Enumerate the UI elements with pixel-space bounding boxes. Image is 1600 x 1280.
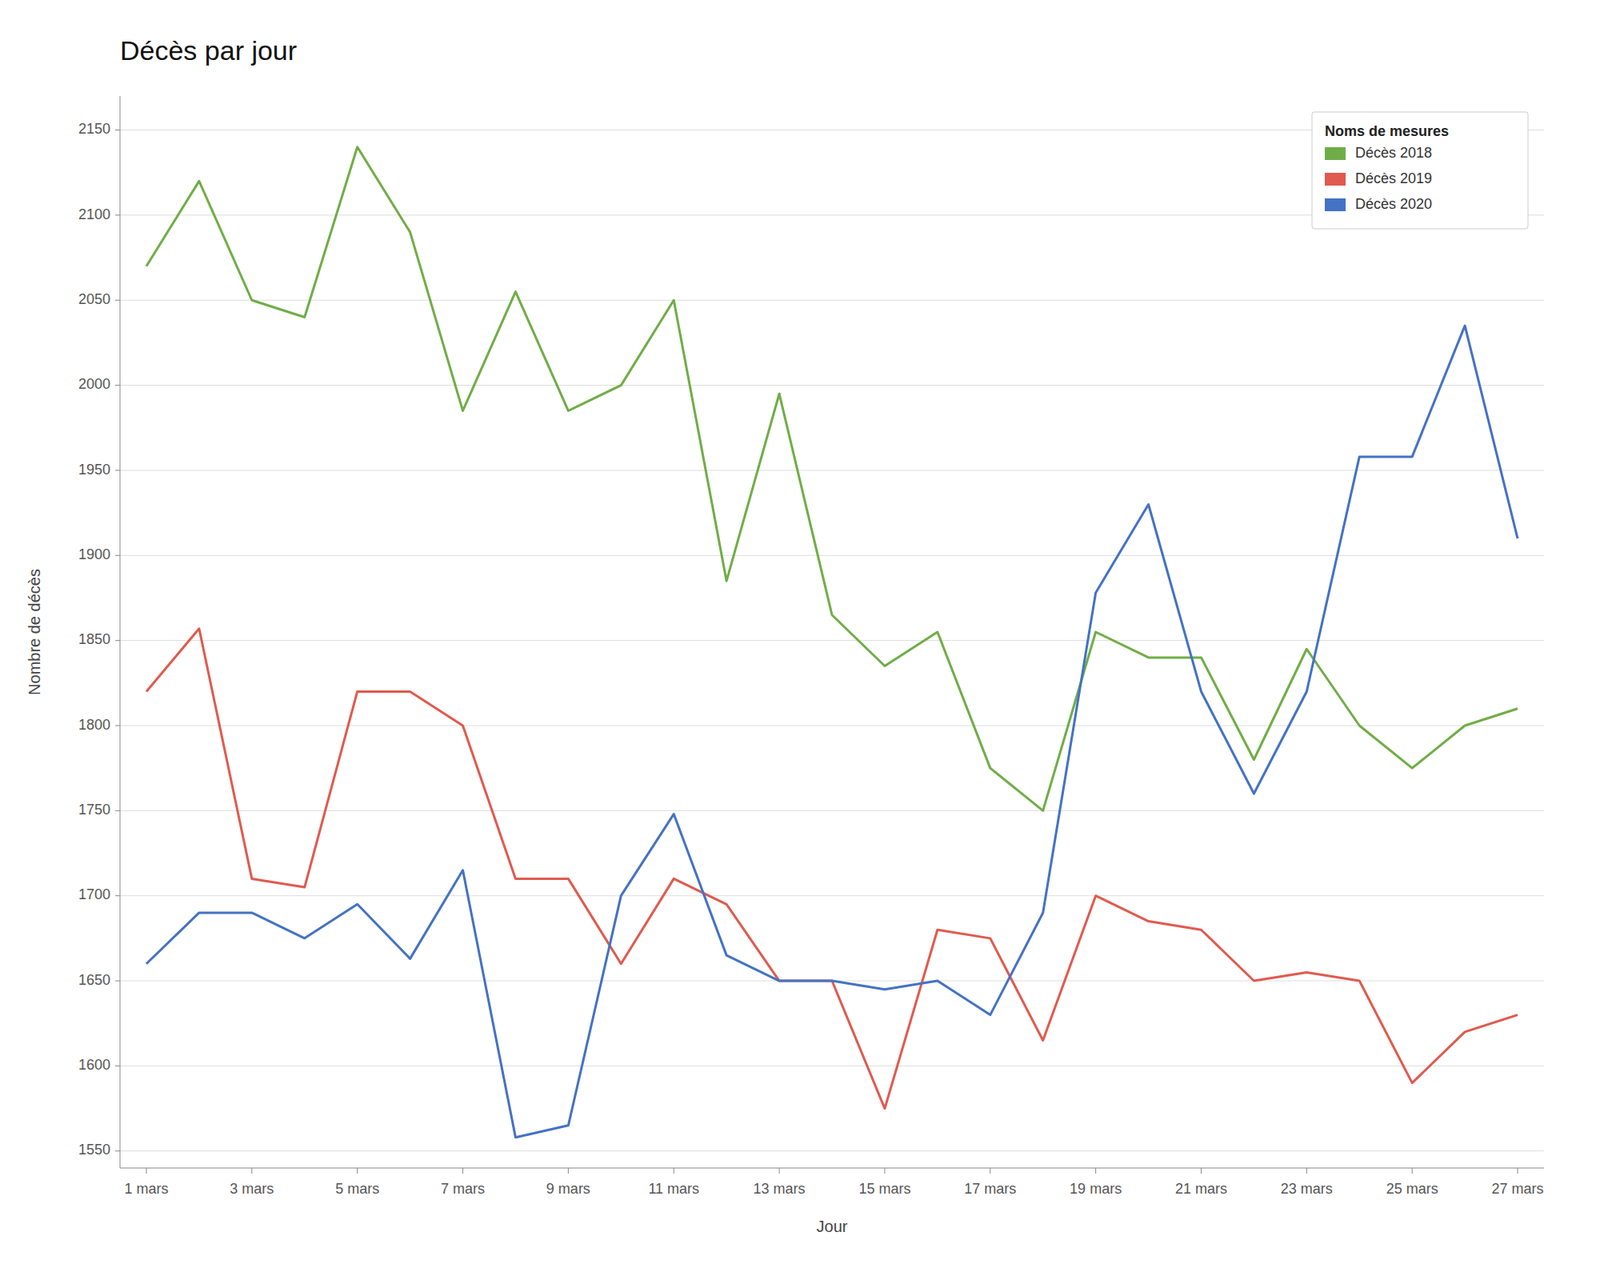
- background: [0, 0, 1600, 1280]
- x-tick: [989, 1168, 991, 1174]
- title: Décès par jour: [120, 35, 297, 66]
- y-tick-label: 1850: [78, 631, 111, 648]
- x-tick-label: 3 mars: [229, 1180, 274, 1197]
- x-tick: [1412, 1168, 1413, 1174]
- y-tick: [115, 895, 120, 896]
- y-axis-label: Nombre de décès: [25, 568, 44, 696]
- x-tick-label: 5 mars: [335, 1180, 380, 1197]
- grid-line: [120, 1150, 1544, 1152]
- x-tick: [568, 1168, 569, 1174]
- chart: 1550 1600 1650 1700 1750 1800 1850 1900 1950 2000…: [0, 0, 1600, 1280]
- x-tick-label: 27 mars: [1492, 1180, 1544, 1197]
- x-axis: 1 mars 3 mars 5 mars 7 mars 9 mars 11 mars 13 …: [124, 1168, 1544, 1197]
- x-tick: [145, 1168, 147, 1174]
- x-tick-label: 19 mars: [1069, 1180, 1122, 1197]
- y-tick-label: 1950: [78, 461, 111, 478]
- y-tick-label: 1550: [78, 1141, 111, 1158]
- x-axis-line: [120, 1168, 1544, 1169]
- y-tick-label: 2100: [78, 206, 111, 223]
- x-tick-label: 21 mars: [1175, 1180, 1228, 1197]
- y-tick-label: 1650: [78, 972, 111, 988]
- x-tick-label: 13 mars: [753, 1180, 806, 1197]
- y-axis-line: [120, 96, 121, 1168]
- y-tick: [115, 724, 120, 726]
- x-tick: [251, 1168, 252, 1174]
- y-tick-label: 2150: [78, 120, 111, 137]
- y-tick: [115, 555, 120, 556]
- x-tick-label: 7 mars: [440, 1180, 485, 1197]
- series-line: [146, 325, 1518, 1138]
- legend-swatch: [1324, 147, 1346, 160]
- series-line: [146, 628, 1518, 1109]
- legend-entry: Décès 2019: [1355, 170, 1432, 187]
- legend-box: [1312, 112, 1528, 229]
- x-tick-label: 17 mars: [964, 1180, 1016, 1197]
- y-grid: 1550 1600 1650 1700 1750 1800 1850 1900 1950 2000…: [78, 120, 1544, 1158]
- y-tick: [115, 214, 120, 216]
- grid-line: [120, 640, 1544, 641]
- x-tick-label: 23 mars: [1280, 1180, 1333, 1197]
- legend: Noms de mesures Décès 2018 Décès 2019 Décès…: [1312, 112, 1528, 229]
- x-tick: [1306, 1168, 1308, 1174]
- x-tick-label: 1 mars: [124, 1180, 168, 1197]
- y-tick-label: 1600: [78, 1056, 111, 1073]
- series-group: [146, 147, 1518, 1138]
- x-tick: [1517, 1168, 1519, 1174]
- x-tick: [884, 1168, 885, 1174]
- x-axis-label: Jour: [816, 1217, 848, 1236]
- y-tick-label: 1700: [78, 886, 111, 903]
- grid-line: [120, 724, 1544, 726]
- grid-line: [120, 1065, 1544, 1067]
- grid-line: [120, 300, 1544, 301]
- y-tick: [115, 384, 120, 386]
- x-tick: [462, 1168, 464, 1174]
- y-tick-label: 1900: [78, 546, 111, 563]
- x-tick: [1200, 1168, 1202, 1174]
- legend-swatch: [1324, 172, 1346, 186]
- x-tick-label: 11 mars: [648, 1180, 700, 1197]
- y-tick: [115, 810, 120, 812]
- grid-line: [120, 810, 1544, 812]
- y-tick-label: 1800: [78, 716, 111, 733]
- y-tick: [115, 469, 120, 471]
- y-tick: [115, 1065, 120, 1067]
- x-tick-label: 9 mars: [546, 1180, 591, 1197]
- x-tick: [356, 1168, 358, 1174]
- x-tick-label: 15 mars: [858, 1180, 911, 1197]
- grid-line: [120, 384, 1544, 386]
- y-tick-label: 2000: [78, 376, 111, 392]
- grid-line: [120, 555, 1544, 556]
- y-tick: [115, 1150, 120, 1152]
- y-tick: [115, 129, 120, 131]
- y-tick: [115, 980, 120, 982]
- legend-entry: Décès 2020: [1355, 196, 1432, 212]
- y-tick-label: 2050: [78, 291, 111, 308]
- x-tick: [1095, 1168, 1096, 1174]
- legend-swatch: [1324, 198, 1346, 212]
- x-tick: [779, 1168, 780, 1174]
- legend-entry: Décès 2018: [1355, 144, 1432, 161]
- y-tick-label: 1750: [78, 801, 111, 818]
- grid-line: [120, 469, 1544, 471]
- x-tick: [673, 1168, 675, 1174]
- x-tick-label: 25 mars: [1386, 1180, 1439, 1197]
- legend-title: Noms de mesures: [1324, 123, 1449, 140]
- y-tick: [115, 300, 120, 301]
- y-tick: [115, 640, 120, 641]
- grid-line: [120, 895, 1544, 896]
